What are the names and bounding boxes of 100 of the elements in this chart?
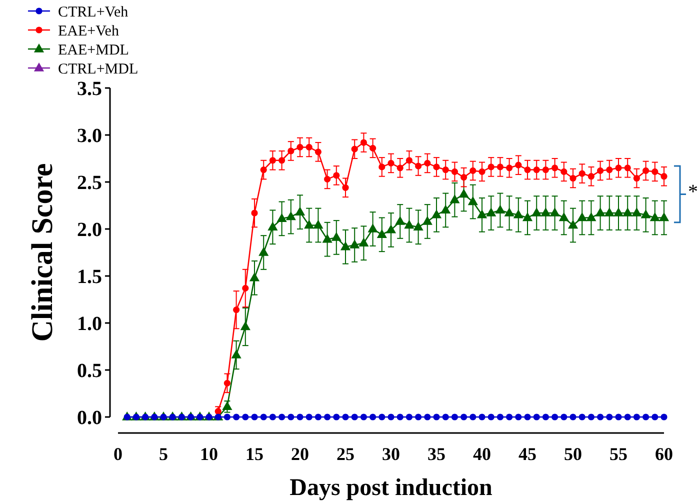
legend-label: EAE+Veh xyxy=(58,23,120,40)
point xyxy=(613,208,624,216)
point xyxy=(488,164,494,170)
point xyxy=(624,164,631,172)
point xyxy=(413,222,424,230)
point xyxy=(540,208,551,216)
point xyxy=(415,414,422,420)
point xyxy=(486,208,496,216)
point xyxy=(224,380,230,386)
point xyxy=(242,284,249,292)
point xyxy=(451,168,458,175)
point xyxy=(333,172,340,179)
point xyxy=(622,208,633,216)
point xyxy=(451,414,458,420)
point xyxy=(542,166,549,174)
point xyxy=(340,241,351,250)
point xyxy=(606,414,613,420)
y-tick-label: 3.5 xyxy=(77,78,102,100)
x-tick-label: 5 xyxy=(159,444,168,464)
point xyxy=(506,414,513,420)
point xyxy=(360,414,367,420)
y-axis-title: Clinical Score xyxy=(26,163,59,342)
point xyxy=(258,247,269,256)
point xyxy=(615,414,622,420)
point xyxy=(431,209,442,218)
point xyxy=(396,164,404,172)
point xyxy=(351,414,358,420)
point xyxy=(642,414,650,420)
point xyxy=(294,206,306,216)
point xyxy=(269,414,276,420)
point xyxy=(632,208,642,216)
point xyxy=(515,162,522,168)
point xyxy=(442,414,449,420)
point xyxy=(615,164,622,172)
point xyxy=(642,167,650,174)
point xyxy=(560,168,568,175)
point xyxy=(233,414,240,420)
point xyxy=(214,408,222,415)
point xyxy=(550,208,560,216)
point xyxy=(597,414,604,420)
point xyxy=(378,164,386,170)
point xyxy=(660,173,668,180)
point xyxy=(496,414,504,420)
point xyxy=(370,414,376,420)
point xyxy=(513,209,524,218)
x-tick-label: 45 xyxy=(518,444,536,464)
point xyxy=(552,414,558,420)
point xyxy=(260,166,267,174)
x-tick-label: 30 xyxy=(382,444,400,464)
point xyxy=(360,139,367,146)
point xyxy=(422,216,432,225)
point xyxy=(588,414,594,420)
point xyxy=(358,238,369,246)
point xyxy=(640,209,651,218)
x-tick-label: 15 xyxy=(246,444,264,464)
point xyxy=(652,414,658,420)
point xyxy=(624,414,631,420)
point xyxy=(470,167,476,174)
point xyxy=(524,414,531,420)
point xyxy=(533,166,540,174)
point xyxy=(468,196,478,206)
text: * xyxy=(688,181,698,204)
point xyxy=(322,234,332,243)
point xyxy=(231,350,242,358)
point xyxy=(342,184,349,191)
point xyxy=(296,414,304,420)
point xyxy=(433,164,440,170)
point xyxy=(415,162,422,170)
point xyxy=(251,414,258,420)
point xyxy=(306,414,312,420)
point xyxy=(368,224,378,232)
point xyxy=(658,212,670,222)
point xyxy=(388,414,394,420)
point xyxy=(406,414,412,420)
point xyxy=(542,414,549,420)
point xyxy=(278,414,286,420)
x-tick-label: 35 xyxy=(428,444,446,464)
point xyxy=(460,414,468,420)
point xyxy=(370,144,376,152)
point xyxy=(532,208,542,216)
point xyxy=(314,148,322,156)
point xyxy=(269,157,276,164)
point xyxy=(306,144,312,151)
point xyxy=(351,146,358,152)
point xyxy=(495,204,506,214)
point xyxy=(440,204,451,214)
x-tick-label: 20 xyxy=(291,444,309,464)
point xyxy=(424,414,431,420)
point xyxy=(268,222,278,230)
y-tick-label: 1.0 xyxy=(77,313,102,335)
point xyxy=(313,220,324,229)
point xyxy=(606,166,613,174)
point xyxy=(324,414,331,420)
point xyxy=(342,414,349,420)
point xyxy=(378,414,386,420)
point xyxy=(386,224,396,234)
x-tick-label: 10 xyxy=(200,444,218,464)
point xyxy=(597,167,604,174)
point xyxy=(242,414,249,420)
point xyxy=(558,212,569,222)
